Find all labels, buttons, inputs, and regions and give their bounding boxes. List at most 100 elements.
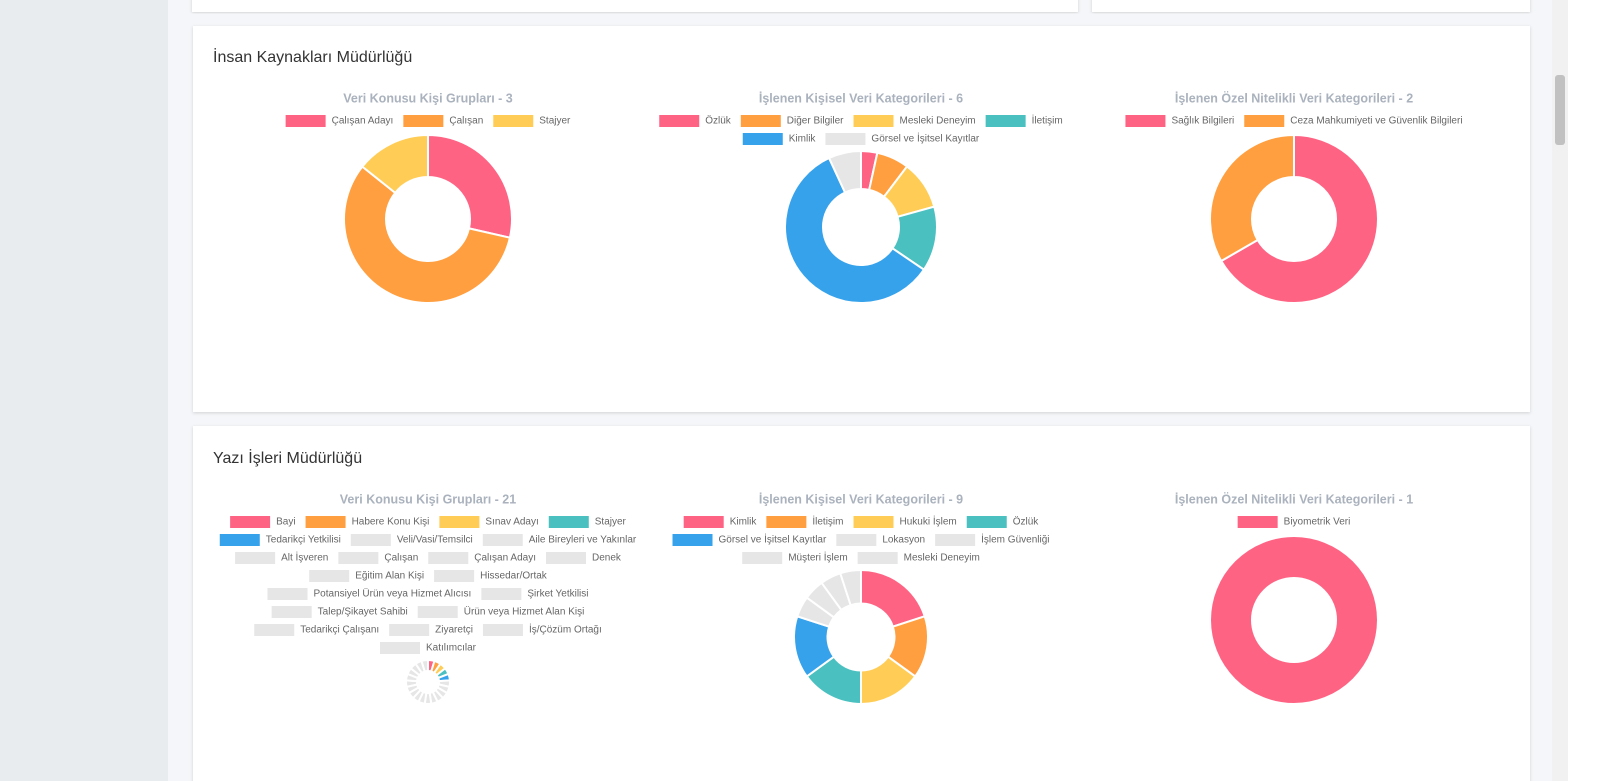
doughnut-slice [1208,535,1380,705]
legend-label: Sınav Adayı [485,517,538,528]
legend-swatch [659,115,700,127]
legend-label: Hissedar/Ortak [480,571,548,582]
legend-swatch [481,588,522,600]
legend-swatch [857,552,898,564]
legend-swatch [742,552,783,564]
legend-swatch [403,115,444,127]
legend-label: Görsel ve İşitsel Kayıtlar [719,533,827,546]
chart-title: İşlenen Kişisel Veri Kategorileri - 9 [759,491,963,506]
legend-swatch [672,534,713,546]
legend-swatch [482,624,523,636]
legend-label: Stajyer [595,517,627,528]
legend-swatch [305,516,346,528]
doughnut-slice [784,156,926,304]
card [1092,0,1530,12]
legend-label: Çalışan [384,553,418,564]
legend-label: Çalışan Adayı [332,116,394,127]
legend-swatch [1125,115,1166,127]
legend-swatch [853,115,894,127]
legend-swatch [285,115,326,127]
legend-label: Stajyer [539,116,571,127]
legend-label: Mesleki Deneyim [904,553,980,564]
legend-swatch [379,642,420,654]
legend-label: Mesleki Deneyim [899,116,975,127]
doughnut-slice [420,658,429,673]
legend-label: Potansiyel Ürün veya Hizmet Alıcısı [314,588,472,600]
legend-swatch [439,516,480,528]
legend-label: Bayi [276,517,295,528]
doughnut-slice [427,133,513,239]
legend-swatch [230,516,271,528]
legend-label: Aile Bireyleri ve Yakınlar [529,535,637,546]
legend-swatch [309,570,350,582]
legend-swatch [271,606,312,618]
legend-swatch [766,516,807,528]
scroll-thumb[interactable] [1555,75,1565,145]
card [193,26,1530,412]
legend-label: Alt İşveren [281,551,328,564]
legend-label: Ziyaretçi [435,625,473,636]
chart-title: İşlenen Kişisel Veri Kategorileri - 6 [759,90,963,105]
legend-label: Diğer Bilgiler [787,116,844,127]
legend-label: Tedarikçi Yetkilisi [266,535,341,546]
legend-label: Talep/Şikayet Sahibi [318,607,408,618]
legend-label: Denek [592,553,622,564]
chart-title: Veri Konusu Kişi Grupları - 21 [340,492,516,506]
legend-swatch [428,552,469,564]
legend-label: Tedarikçi Çalışanı [300,625,379,636]
legend-label: Hukuki İşlem [899,515,956,528]
legend-label: Şirket Yetkilisi [527,589,588,600]
legend-swatch [548,516,589,528]
legend-label: İletişim [812,515,843,528]
doughnut-slice [360,133,429,195]
section-title: İnsan Kaynakları Müdürlüğü [213,47,412,66]
legend-swatch [742,133,783,145]
legend-label: Eğitim Alan Kişi [355,571,424,582]
scrollbar[interactable] [1552,0,1568,781]
legend-swatch [853,516,894,528]
legend-swatch [740,115,781,127]
sidebar [0,0,168,781]
legend-swatch [1244,115,1285,127]
doughnut-slice [839,568,862,607]
legend-label: Çalışan Adayı [474,553,536,564]
chart-title: Veri Konusu Kişi Grupları - 3 [343,91,513,105]
legend-swatch [966,516,1007,528]
legend-label: Sağlık Bilgileri [1171,116,1234,127]
legend-swatch [219,534,260,546]
legend-swatch [350,534,391,546]
legend-swatch [434,570,475,582]
legend-label: Çalışan [449,116,483,127]
legend-label: İletişim [1032,114,1063,127]
doughnut-slice [1208,133,1295,263]
legend-label: İş/Çözüm Ortağı [529,623,602,636]
legend-swatch [267,588,308,600]
card [192,0,1078,12]
doughnut-slice [343,165,512,304]
doughnut-slice [827,149,862,194]
legend-swatch [1237,516,1278,528]
legend-swatch [825,133,866,145]
legend-label: Katılımcılar [426,643,477,654]
legend-swatch [935,534,976,546]
legend-swatch [338,552,379,564]
legend-swatch [417,606,458,618]
legend-label: İşlem Güvenliği [981,533,1049,546]
legend-label: Lokasyon [882,535,925,546]
legend-swatch [482,534,523,546]
legend-label: Veli/Vasi/Temsilci [397,535,473,546]
legend-label: Görsel ve İşitsel Kayıtlar [871,132,979,145]
section-title: Yazı İşleri Müdürlüğü [213,448,362,467]
legend-label: Özlük [1013,516,1040,528]
legend-swatch [985,115,1026,127]
doughnut-slice [1219,133,1379,304]
legend-swatch [836,534,877,546]
legend-label: Biyometrik Veri [1284,517,1351,528]
legend-swatch [235,552,276,564]
legend-swatch [389,624,430,636]
legend-swatch [254,624,295,636]
legend-swatch [545,552,586,564]
chart-title: İşlenen Özel Nitelikli Veri Kategorileri… [1175,491,1413,506]
